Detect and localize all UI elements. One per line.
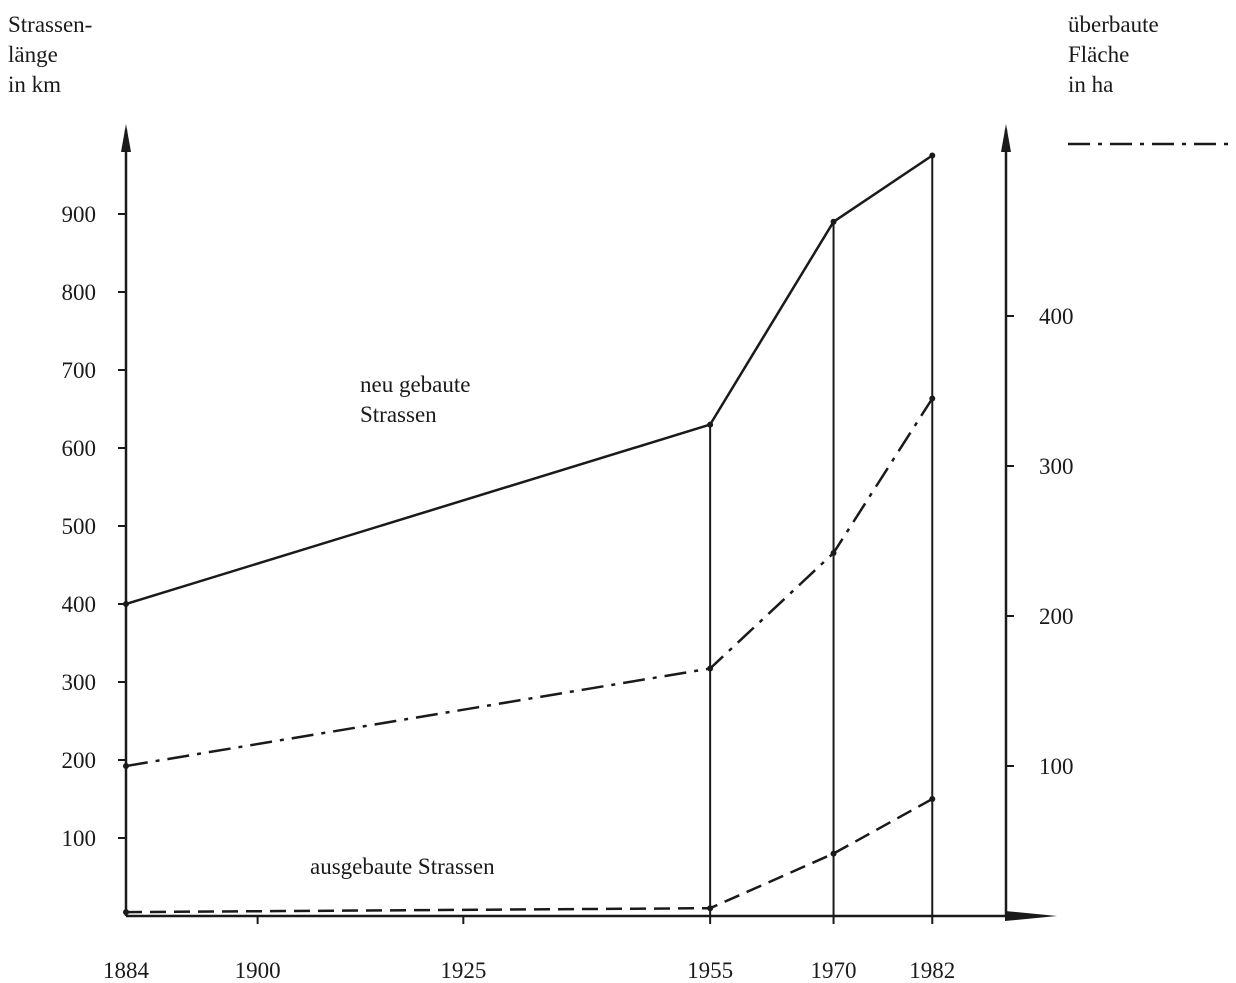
- x-tick-label: 1970: [811, 958, 857, 983]
- right-y-tick-label: 400: [1039, 304, 1074, 329]
- data-point: [830, 550, 837, 556]
- data-point: [707, 665, 714, 672]
- series-line-dashed: [125, 797, 933, 914]
- data-point: [123, 601, 129, 607]
- left-y-tick-label: 400: [62, 592, 97, 617]
- left-y-tick-label: 700: [62, 358, 97, 383]
- x-tick-label: 1900: [235, 958, 281, 983]
- left-y-tick-label: 800: [62, 280, 97, 305]
- right-axis-arrow: [1001, 124, 1011, 152]
- right-axis-title: überbaute Fläche in ha: [1068, 12, 1159, 97]
- series-label-line: Strassen: [360, 402, 437, 427]
- data-point: [929, 395, 936, 402]
- data-point: [830, 218, 837, 225]
- data-point: [830, 850, 837, 857]
- left-y-tick-label: 500: [62, 514, 97, 539]
- series-line-dashdot: [125, 397, 934, 768]
- left-y-tick-label: 100: [62, 826, 97, 851]
- x-tick-label: 1884: [103, 958, 150, 983]
- series-lines: [123, 152, 936, 916]
- series-label-ausgebaute: ausgebaute Strassen: [310, 854, 495, 879]
- left-y-tick-label: 200: [62, 748, 97, 773]
- series-line-solid: [125, 154, 933, 606]
- series-label-neu-gebaute: neu gebaute Strassen: [360, 372, 470, 427]
- left-y-tick-label: 300: [62, 670, 97, 695]
- x-tick-label: 1982: [909, 958, 955, 983]
- series-label-line: neu gebaute: [360, 372, 470, 397]
- right-y-tick-label: 100: [1039, 754, 1074, 779]
- data-point: [929, 796, 936, 802]
- right-y-tick-label: 300: [1039, 454, 1074, 479]
- data-point: [707, 905, 714, 912]
- x-tick-label: 1925: [440, 958, 486, 983]
- axes: [118, 124, 1057, 924]
- vertical-markers: [709, 155, 934, 916]
- left-y-tick-label: 900: [62, 202, 97, 227]
- tick-labels: 100 200 300 400 500 600 700 800 900 100 200 300 400 1…: [62, 202, 1074, 983]
- data-point: [929, 152, 936, 159]
- left-axis-title: Strassen- länge in km: [8, 12, 93, 97]
- left-axis-arrow: [121, 124, 131, 152]
- data-point: [123, 909, 129, 916]
- data-point: [707, 421, 714, 428]
- data-point: [123, 763, 129, 769]
- x-tick-label: 1955: [687, 958, 733, 983]
- right-y-tick-label: 200: [1039, 604, 1074, 629]
- series-annotations: neu gebaute Strassen ausgebaute Strassen: [310, 372, 495, 879]
- left-y-tick-label: 600: [62, 436, 97, 461]
- x-axis-arrow: [1005, 911, 1057, 921]
